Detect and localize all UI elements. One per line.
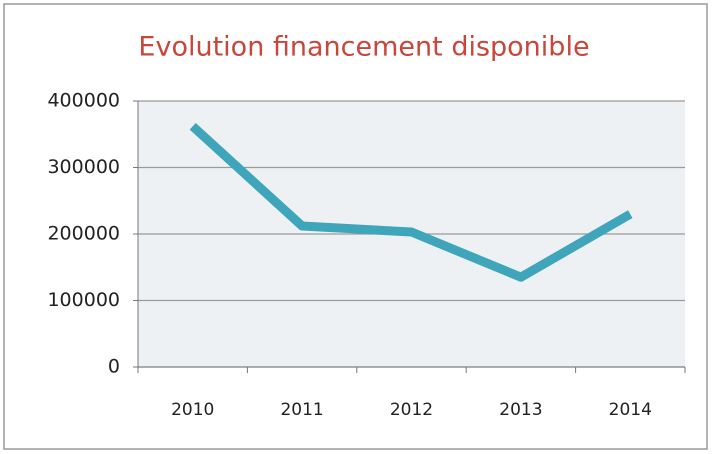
y-tick-label: 0 (108, 356, 120, 378)
y-tick-label: 400000 (47, 90, 120, 112)
data-line (189, 122, 633, 282)
y-tick-label: 200000 (47, 223, 120, 245)
x-tick-label: 2014 (609, 400, 652, 420)
y-tick-label: 100000 (47, 289, 120, 311)
x-tick-label: 2011 (280, 400, 323, 420)
x-tick-label: 2010 (171, 400, 214, 420)
chart-title: Evolution financement disponible (138, 32, 589, 63)
y-tick-label: 300000 (47, 156, 120, 178)
x-tick-label: 2013 (499, 400, 542, 420)
x-tick-label: 2012 (390, 400, 433, 420)
